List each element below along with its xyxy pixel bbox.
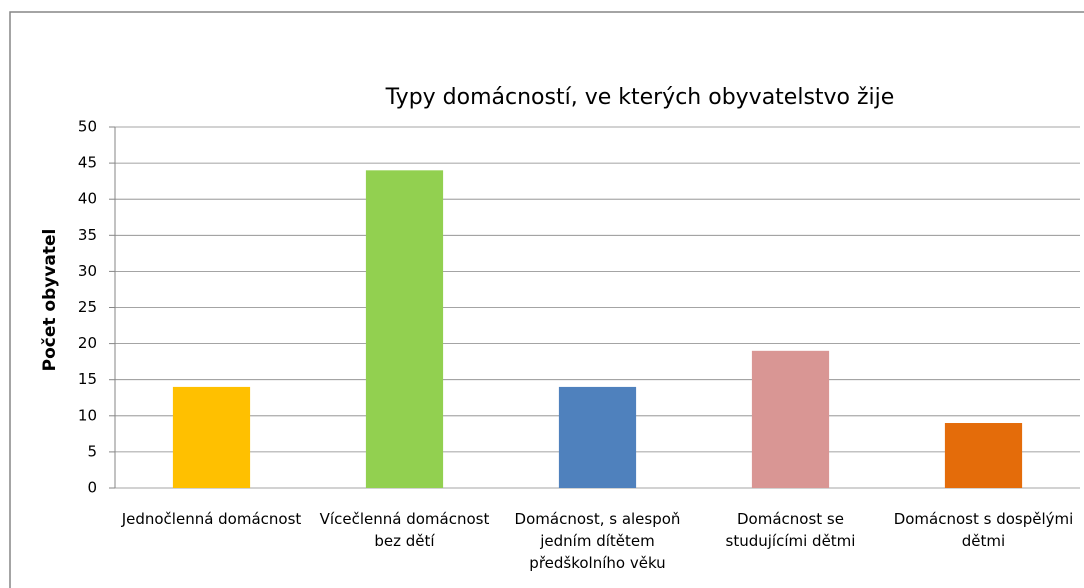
chart-frame xyxy=(9,11,1084,588)
y-tick-label: 40 xyxy=(78,190,97,208)
y-tick-label: 0 xyxy=(87,479,97,497)
x-tick-label: Domácnost se studujícími dětmi xyxy=(725,510,856,550)
x-tick-label: Jednočlenná domácnost xyxy=(121,510,302,528)
chart-title: Typy domácností, ve kterých obyvatelstvo… xyxy=(385,85,895,110)
y-tick-label: 35 xyxy=(78,226,97,244)
x-tick-label: Domácnost, s alespoň jedním dítětem před… xyxy=(514,510,681,572)
bar xyxy=(944,423,1023,488)
x-tick-label: Domácnost s dospělými dětmi xyxy=(893,510,1074,550)
x-tick-label: Vícečlenná domácnost bez dětí xyxy=(319,510,490,550)
y-axis-label: Počet obyvatel xyxy=(40,229,60,372)
bar xyxy=(751,350,830,488)
y-tick-label: 45 xyxy=(78,154,97,172)
bar xyxy=(172,386,251,488)
y-tick-label: 25 xyxy=(78,298,97,316)
bar xyxy=(365,170,444,488)
bar xyxy=(558,386,637,488)
y-tick-label: 30 xyxy=(78,262,97,280)
y-tick-label: 20 xyxy=(78,334,97,352)
y-tick-label: 10 xyxy=(78,406,97,424)
y-tick-label: 15 xyxy=(78,370,97,388)
y-tick-label: 5 xyxy=(87,442,97,460)
y-tick-label: 50 xyxy=(78,118,97,136)
